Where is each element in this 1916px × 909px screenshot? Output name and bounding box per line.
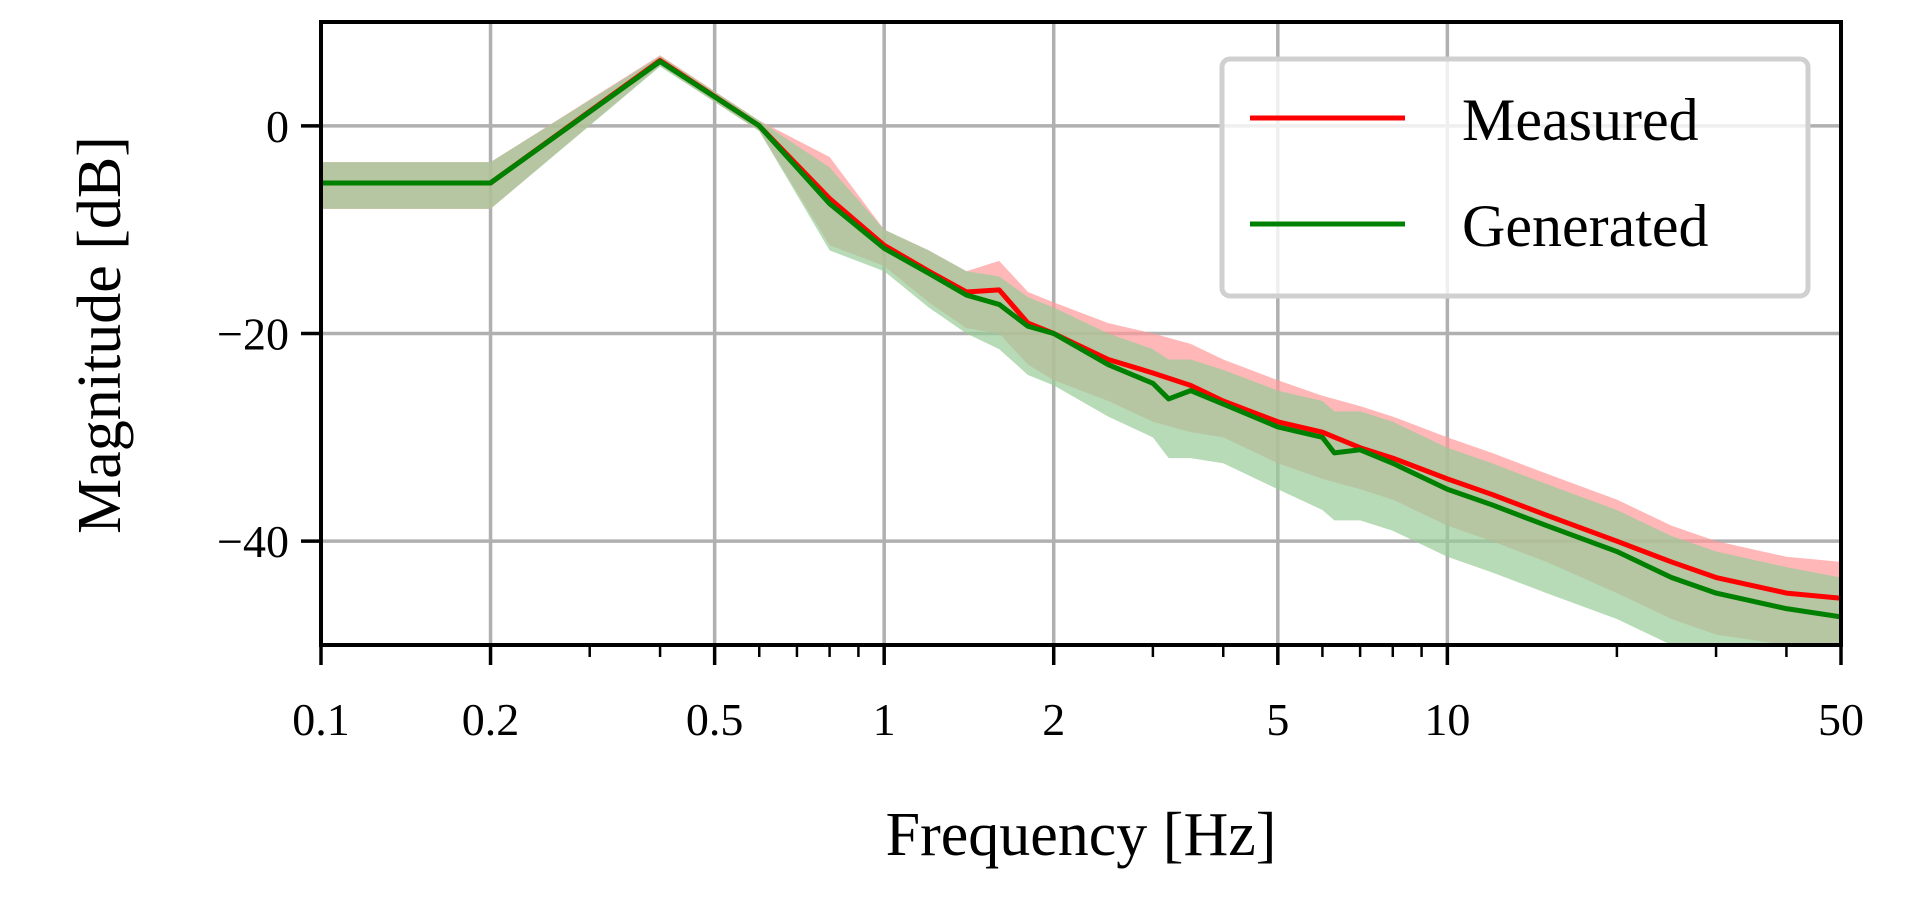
y-tick-label: 0 [266, 101, 289, 152]
series-lines [321, 57, 1841, 620]
x-tick-label: 0.2 [462, 694, 520, 745]
legend-label-generated: Generated [1462, 193, 1709, 259]
y-axis-label: Magnitude [dB] [66, 136, 134, 534]
tick-labels: 0.1 0.2 0.5 1 2 5 10 50 0 −20 −40 [217, 101, 1864, 745]
x-tick-label: 50 [1818, 694, 1864, 745]
legend-label-measured: Measured [1462, 87, 1699, 153]
x-tick-label: 1 [873, 694, 896, 745]
y-tick-label: −20 [217, 309, 289, 360]
x-tick-label: 0.1 [292, 694, 350, 745]
x-axis-label: Frequency [Hz] [886, 801, 1277, 869]
y-tick-label: −40 [217, 516, 289, 567]
x-tick-label: 10 [1424, 694, 1470, 745]
plot-frame [319, 20, 1843, 647]
x-tick-label: 2 [1042, 694, 1065, 745]
axes [301, 20, 1843, 665]
x-tick-label: 5 [1266, 694, 1289, 745]
legend: Measured Generated [1219, 56, 1811, 299]
x-tick-label: 0.5 [686, 694, 744, 745]
